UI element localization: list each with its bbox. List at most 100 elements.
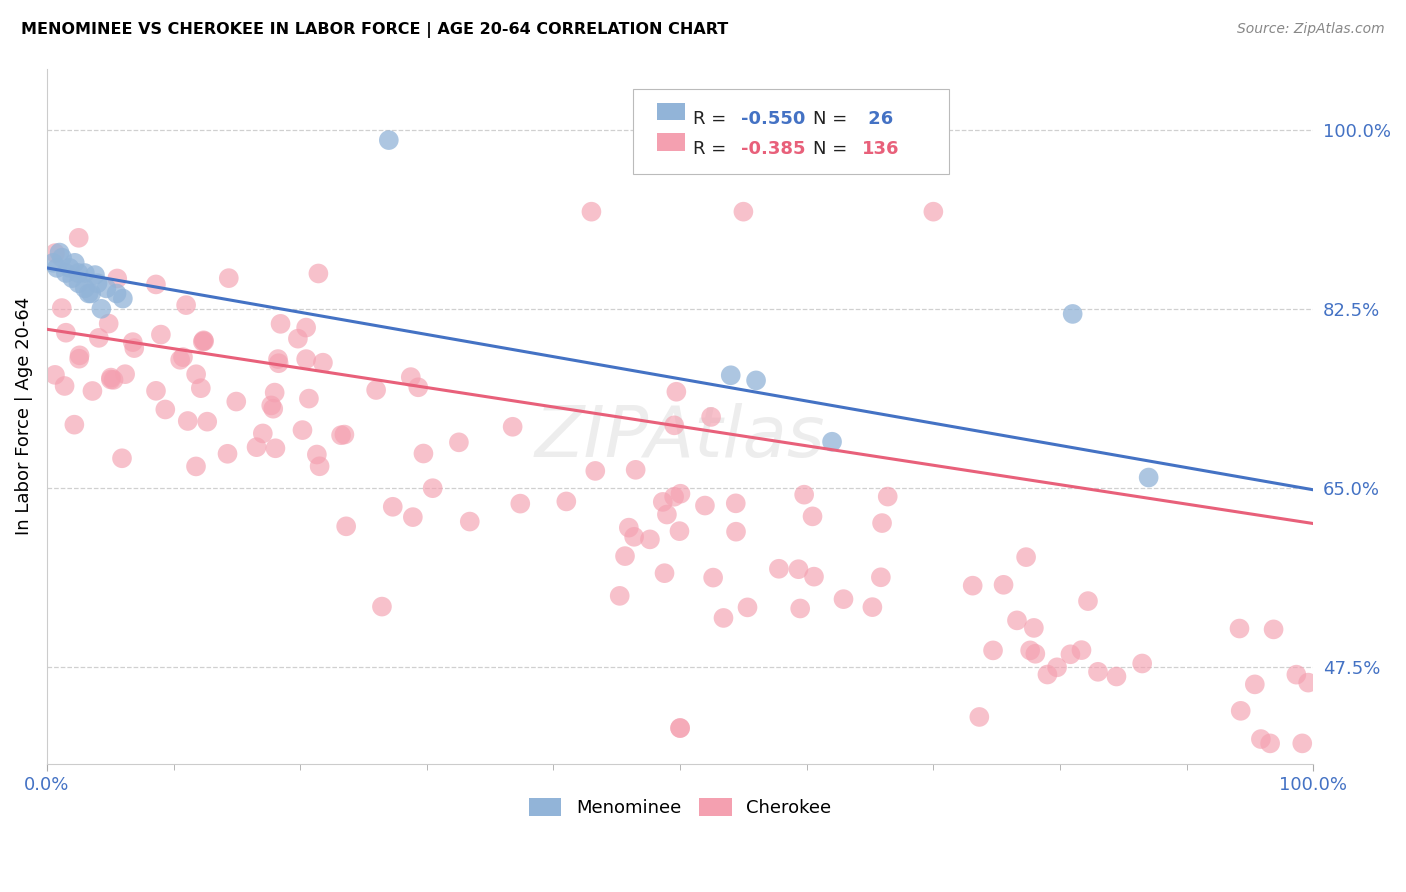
Point [745, 373, 768, 387]
Point [44, 246, 66, 260]
Point [664, 418, 686, 433]
Point [1130, 657, 1153, 671]
Point [100, 372, 122, 386]
Point [1036, 667, 1059, 681]
Point [1258, 736, 1281, 750]
Point [555, 494, 578, 508]
Point [737, 600, 759, 615]
Point [447, 435, 470, 450]
Point [111, 451, 134, 466]
Point [145, 384, 167, 398]
Point [458, 515, 481, 529]
Point [1046, 660, 1069, 674]
Point [624, 463, 647, 477]
Point [860, 600, 883, 615]
Point [655, 508, 678, 522]
Point [149, 327, 172, 342]
Point [169, 352, 191, 367]
Point [267, 356, 290, 370]
Point [42, 256, 65, 270]
Point [1229, 704, 1251, 718]
Point [53, 379, 76, 393]
Point [155, 402, 177, 417]
Point [623, 530, 645, 544]
Point [63, 417, 86, 432]
Point [69, 348, 91, 362]
Text: N =: N = [813, 110, 852, 128]
Point [412, 446, 434, 460]
Text: R =: R = [693, 140, 733, 158]
Point [406, 380, 429, 394]
Point [298, 392, 321, 406]
Point [638, 533, 661, 547]
Point [191, 334, 214, 349]
Point [371, 599, 394, 614]
Point [111, 292, 134, 306]
Point [1243, 677, 1265, 691]
Point [502, 419, 524, 434]
Point [669, 721, 692, 735]
Point [330, 428, 353, 442]
Point [614, 549, 637, 563]
Point [1005, 613, 1028, 627]
Point [378, 133, 401, 147]
Legend: Menominee, Cherokee: Menominee, Cherokee [522, 790, 838, 824]
Point [1024, 647, 1046, 661]
Point [422, 481, 444, 495]
Point [63, 256, 86, 270]
Point [789, 601, 811, 615]
Point [217, 447, 239, 461]
Point [651, 495, 673, 509]
Point [96, 281, 118, 295]
Point [184, 459, 207, 474]
Point [67, 231, 90, 245]
Point [55, 326, 77, 340]
Point [291, 423, 314, 437]
Point [1105, 669, 1128, 683]
Point [1015, 550, 1038, 565]
Point [177, 414, 200, 428]
Point [260, 398, 283, 412]
Text: -0.385: -0.385 [741, 140, 806, 158]
Point [654, 566, 676, 581]
Point [993, 578, 1015, 592]
Point [1062, 307, 1084, 321]
Point [1250, 732, 1272, 747]
Point [184, 368, 207, 382]
Point [1291, 736, 1313, 750]
Point [720, 368, 742, 383]
Point [270, 317, 292, 331]
Point [44, 368, 66, 382]
Point [67, 351, 90, 366]
Point [803, 569, 825, 583]
Point [1019, 643, 1042, 657]
Point [312, 356, 335, 370]
Point [105, 286, 128, 301]
Point [73, 266, 96, 280]
Point [193, 334, 215, 348]
Point [870, 570, 893, 584]
Point [669, 487, 692, 501]
Point [245, 440, 267, 454]
Text: 26: 26 [862, 110, 893, 128]
Point [333, 427, 356, 442]
Point [86, 277, 108, 291]
Point [172, 350, 194, 364]
Point [82, 384, 104, 398]
Text: N =: N = [813, 140, 852, 158]
Point [713, 611, 735, 625]
Point [80, 286, 103, 301]
Point [267, 352, 290, 367]
Point [509, 497, 531, 511]
Point [121, 335, 143, 350]
Point [51, 251, 73, 265]
Point [287, 332, 309, 346]
Point [1087, 665, 1109, 679]
Point [768, 562, 790, 576]
Point [366, 383, 388, 397]
Point [122, 341, 145, 355]
Point [1296, 675, 1319, 690]
Point [193, 334, 215, 348]
Point [48, 245, 70, 260]
Point [583, 464, 606, 478]
